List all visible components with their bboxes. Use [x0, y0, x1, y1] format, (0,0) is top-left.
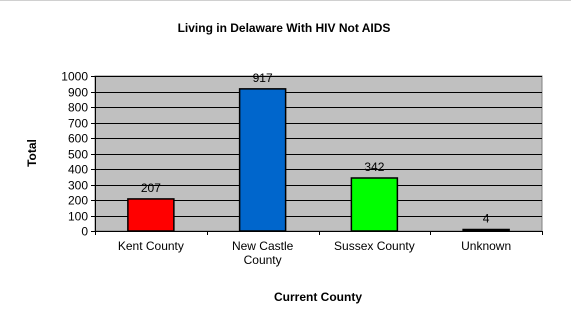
x-tick-label: Unknown — [461, 239, 511, 253]
bar-kent-county — [127, 198, 175, 232]
x-tick-label: County — [244, 253, 282, 267]
y-axis-ticks — [91, 76, 95, 232]
chart-title: Living in Delaware With HIV Not AIDS — [178, 21, 391, 35]
bar-sussex-county — [350, 177, 399, 232]
data-labels: 207 917 342 4 — [141, 71, 490, 226]
y-tick-label: 100 — [68, 210, 88, 224]
x-tick-label: New Castle — [232, 239, 294, 253]
y-tick-label: 300 — [68, 179, 88, 193]
x-axis-title: Current County — [274, 290, 362, 304]
y-tick-label: 500 — [68, 148, 88, 162]
y-tick-label: 400 — [68, 163, 88, 177]
y-tick-label: 600 — [68, 132, 88, 146]
data-label: 207 — [141, 181, 161, 195]
y-axis-title: Total — [25, 139, 39, 167]
y-tick-label: 700 — [68, 117, 88, 131]
data-label: 4 — [483, 212, 490, 226]
data-label: 342 — [364, 160, 384, 174]
bars — [127, 88, 510, 232]
bar-new-castle-county — [238, 88, 287, 232]
x-tick-label: Kent County — [118, 239, 184, 253]
y-tick-label: 0 — [81, 225, 88, 239]
x-tick-label: Sussex County — [334, 239, 415, 253]
bar-unknown — [462, 228, 510, 232]
data-label: 917 — [253, 71, 273, 85]
y-tick-label: 1000 — [61, 70, 88, 84]
gridlines — [95, 76, 542, 217]
top-divider — [0, 0, 571, 1]
y-tick-label: 800 — [68, 101, 88, 115]
y-tick-label: 200 — [68, 194, 88, 208]
y-tick-label: 900 — [68, 86, 88, 100]
x-axis-ticks — [95, 231, 543, 235]
